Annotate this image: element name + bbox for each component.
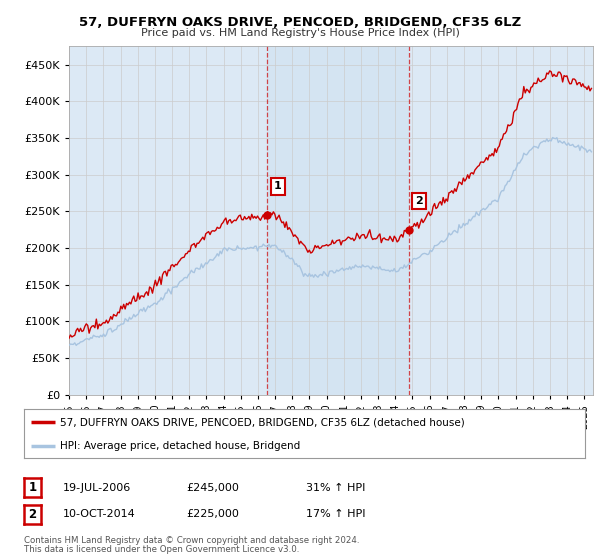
Text: 10-OCT-2014: 10-OCT-2014 (63, 509, 136, 519)
Text: 19-JUL-2006: 19-JUL-2006 (63, 483, 131, 493)
Text: 2: 2 (28, 507, 37, 521)
Text: This data is licensed under the Open Government Licence v3.0.: This data is licensed under the Open Gov… (24, 545, 299, 554)
Text: 1: 1 (274, 181, 282, 192)
Text: HPI: Average price, detached house, Bridgend: HPI: Average price, detached house, Brid… (61, 441, 301, 451)
Text: 31% ↑ HPI: 31% ↑ HPI (306, 483, 365, 493)
Text: 57, DUFFRYN OAKS DRIVE, PENCOED, BRIDGEND, CF35 6LZ (detached house): 57, DUFFRYN OAKS DRIVE, PENCOED, BRIDGEN… (61, 417, 465, 427)
Bar (267, 46, 409, 395)
Text: Contains HM Land Registry data © Crown copyright and database right 2024.: Contains HM Land Registry data © Crown c… (24, 536, 359, 545)
Text: Price paid vs. HM Land Registry's House Price Index (HPI): Price paid vs. HM Land Registry's House … (140, 28, 460, 38)
Text: 2: 2 (415, 196, 423, 206)
Text: 57, DUFFRYN OAKS DRIVE, PENCOED, BRIDGEND, CF35 6LZ: 57, DUFFRYN OAKS DRIVE, PENCOED, BRIDGEN… (79, 16, 521, 29)
Text: 1: 1 (28, 481, 37, 494)
Text: £245,000: £245,000 (186, 483, 239, 493)
Text: £225,000: £225,000 (186, 509, 239, 519)
Text: 17% ↑ HPI: 17% ↑ HPI (306, 509, 365, 519)
